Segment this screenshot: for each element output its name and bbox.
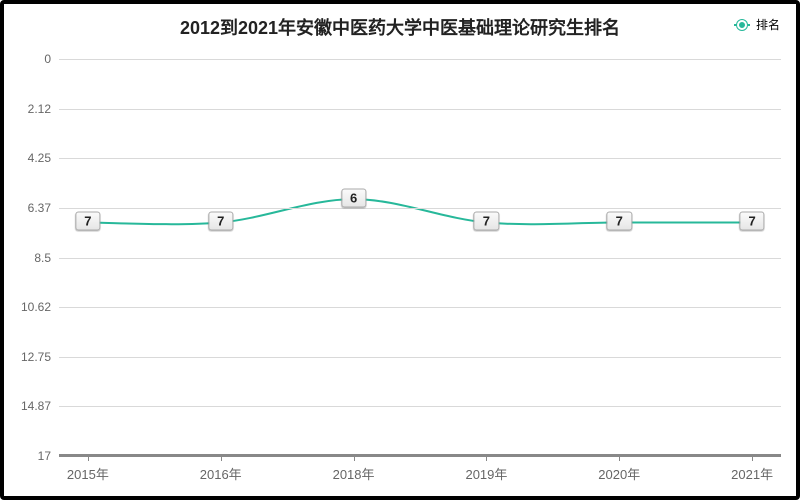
point-label: 7 (75, 212, 100, 231)
y-gridline (59, 406, 781, 407)
series-line (88, 199, 752, 224)
y-gridline (59, 307, 781, 308)
x-tick-label: 2021年 (731, 456, 773, 483)
point-label: 7 (739, 212, 764, 231)
y-tick-label: 0 (44, 52, 59, 66)
chart-title: 2012到2021年安徽中医药大学中医基础理论研究生排名 (4, 14, 796, 40)
y-tick-label: 2.12 (28, 102, 59, 116)
point-label: 7 (208, 212, 233, 231)
point-label: 7 (607, 212, 632, 231)
legend: 排名 (734, 16, 780, 33)
x-tick-label: 2020年 (598, 456, 640, 483)
y-gridline (59, 109, 781, 110)
x-tick-label: 2016年 (200, 456, 242, 483)
y-gridline (59, 357, 781, 358)
y-tick-label: 6.37 (28, 201, 59, 215)
point-label: 6 (341, 189, 366, 208)
y-gridline (59, 456, 781, 457)
legend-label: 排名 (756, 16, 780, 33)
y-tick-label: 14.87 (21, 399, 59, 413)
y-gridline (59, 59, 781, 60)
y-tick-label: 17 (38, 449, 59, 463)
y-tick-label: 10.62 (21, 300, 59, 314)
y-tick-label: 12.75 (21, 350, 59, 364)
y-tick-label: 4.25 (28, 151, 59, 165)
x-tick-label: 2015年 (67, 456, 109, 483)
point-label: 7 (474, 212, 499, 231)
y-gridline (59, 208, 781, 209)
legend-swatch (734, 24, 750, 26)
plot-area: 02.124.256.378.510.6212.7514.87172015年20… (59, 59, 781, 456)
y-tick-label: 8.5 (34, 251, 59, 265)
y-gridline (59, 258, 781, 259)
y-gridline (59, 158, 781, 159)
chart-frame: 2012到2021年安徽中医药大学中医基础理论研究生排名 排名 02.124.2… (0, 0, 800, 500)
x-tick-label: 2018年 (333, 456, 375, 483)
x-tick-label: 2019年 (465, 456, 507, 483)
